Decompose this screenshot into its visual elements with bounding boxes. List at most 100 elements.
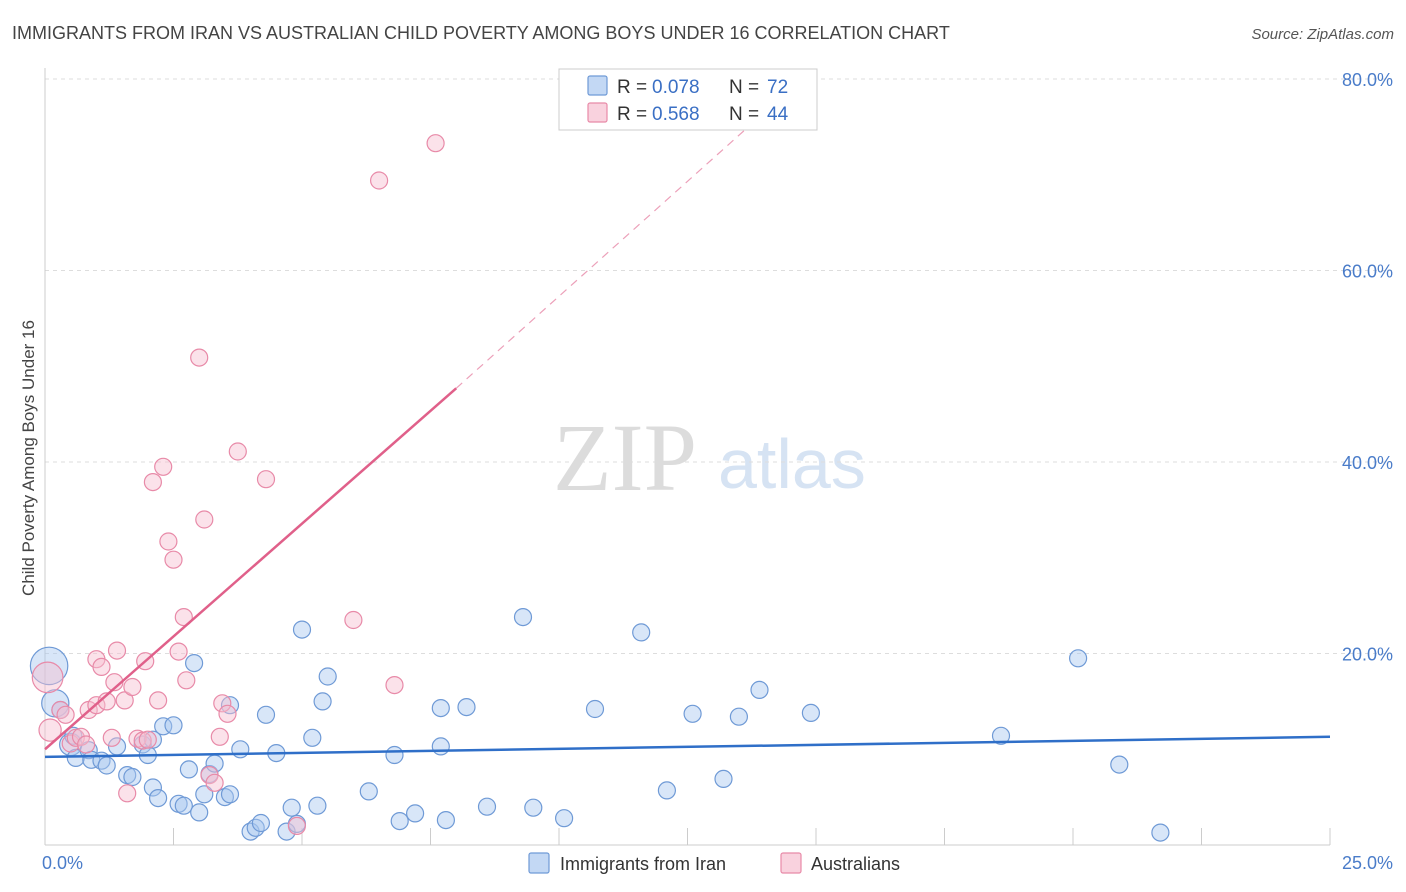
iran-point-63 — [750, 680, 769, 700]
australians-point-3 — [56, 705, 75, 724]
iran-point-16 — [143, 778, 162, 797]
australians-point-36 — [213, 694, 232, 713]
x-tick-label-0: 0.0% — [42, 853, 83, 873]
australians-point-23 — [143, 473, 162, 492]
iran-point-66 — [1068, 649, 1088, 668]
y-tick-label-3: 80.0% — [1342, 70, 1393, 90]
bottom-legend-label-australians: Australians — [811, 854, 900, 874]
y-tick-label-2: 60.0% — [1342, 262, 1393, 282]
iran-point-34 — [251, 813, 270, 833]
legend-r-value-iran: 0.078 — [652, 77, 700, 98]
iran-point-55 — [524, 798, 543, 817]
iran-point-25 — [195, 785, 214, 804]
iran-point-62 — [729, 707, 749, 726]
iran-point-68 — [1151, 823, 1170, 842]
iran-point-41 — [303, 728, 322, 747]
iran-point-21 — [174, 796, 193, 815]
iran-point-57 — [585, 699, 605, 719]
iran-point-54 — [513, 607, 533, 627]
legend-r-value-australians: 0.568 — [652, 104, 700, 125]
australians-point-28 — [169, 642, 188, 661]
australians-point-40 — [287, 816, 306, 836]
bottom-legend-label-iran: Immigrants from Iran — [560, 854, 726, 874]
australians-point-27 — [164, 550, 183, 569]
australians-point-43 — [385, 675, 404, 695]
iran-point-23 — [185, 653, 204, 673]
chart-title: IMMIGRANTS FROM IRAN VS AUSTRALIAN CHILD… — [12, 23, 950, 43]
tick-labels: 20.0% 40.0% 60.0% 80.0% 0.0% 25.0% — [42, 70, 1393, 873]
iran-point-22 — [179, 760, 198, 779]
trend-line-australians-extension — [455, 130, 745, 389]
australians-point-30 — [177, 671, 196, 690]
iran-point-61 — [714, 769, 733, 789]
australians-point-4 — [61, 734, 80, 753]
bottom-legend-swatch-iran — [528, 852, 550, 874]
iran-point-50 — [431, 737, 450, 756]
legend-swatch-australians — [587, 102, 608, 123]
iran-point-67 — [1110, 755, 1129, 774]
chart-source: Source: ZipAtlas.com — [1251, 26, 1394, 43]
australians-point-25 — [154, 457, 173, 476]
iran-point-29 — [220, 785, 240, 804]
legend-n-value-australians: 44 — [767, 104, 789, 125]
iran-point-17 — [149, 788, 168, 808]
iran-point-46 — [385, 745, 404, 765]
australians-point-15 — [107, 641, 127, 660]
australians-point-7 — [76, 735, 96, 754]
australians-point-26 — [159, 532, 178, 551]
iran-point-60 — [683, 704, 702, 723]
y-axis-label: Child Poverty Among Boys Under 16 — [19, 320, 38, 596]
iran-point-9 — [97, 756, 116, 775]
iran-point-15 — [143, 730, 162, 749]
iran-point-12 — [123, 767, 142, 787]
australians-point-29 — [174, 607, 193, 627]
iran-point-38 — [282, 798, 301, 817]
legend-box: R = 0.078 N = 72 R = 0.568 N = 44 — [558, 68, 818, 131]
legend-swatch-iran — [587, 75, 608, 96]
iran-point-48 — [406, 804, 425, 823]
iran-point-58 — [632, 623, 651, 642]
australians-point-24 — [149, 691, 168, 710]
australians-point-41 — [344, 610, 363, 630]
iran-point-56 — [554, 809, 574, 828]
iran-point-53 — [477, 797, 497, 816]
trend-lines — [44, 130, 1331, 759]
trend-line-iran — [44, 735, 1331, 759]
iran-point-65 — [991, 726, 1011, 745]
bottom-legend: Immigrants from Iran Australians — [528, 852, 900, 874]
australians-point-1 — [38, 718, 62, 742]
iran-point-51 — [436, 810, 455, 830]
trend-line-australians — [44, 387, 458, 751]
grid-lines — [45, 78, 1392, 654]
australians-point-0 — [31, 661, 64, 694]
watermark-atlas: atlas — [718, 425, 866, 503]
iran-point-31 — [231, 740, 250, 759]
series-immigrants-from-iran — [29, 607, 1170, 842]
y-tick-label-1: 40.0% — [1342, 453, 1393, 473]
iran-point-19 — [164, 716, 183, 735]
iran-point-64 — [801, 703, 821, 723]
australians-point-42 — [370, 171, 389, 190]
watermark-zip: ZIP — [553, 404, 697, 511]
axes — [44, 68, 1331, 846]
australians-point-17 — [118, 784, 137, 803]
iran-point-37 — [277, 822, 296, 841]
australians-point-34 — [205, 773, 224, 792]
legend-r-label-australians: R = — [617, 104, 647, 125]
series-australians — [31, 134, 445, 836]
iran-point-44 — [318, 667, 337, 686]
australians-point-13 — [102, 728, 121, 747]
iran-point-35 — [256, 705, 276, 724]
australians-point-22 — [138, 730, 157, 749]
australians-point-32 — [195, 510, 214, 529]
iran-point-43 — [313, 692, 332, 711]
australians-point-37 — [218, 704, 237, 723]
iran-point-47 — [390, 811, 409, 831]
legend-n-value-iran: 72 — [767, 77, 788, 98]
y-tick-label-0: 20.0% — [1342, 645, 1393, 665]
iran-point-49 — [431, 698, 450, 718]
australians-point-11 — [92, 657, 111, 677]
iran-point-40 — [292, 620, 312, 639]
iran-point-52 — [457, 697, 476, 717]
